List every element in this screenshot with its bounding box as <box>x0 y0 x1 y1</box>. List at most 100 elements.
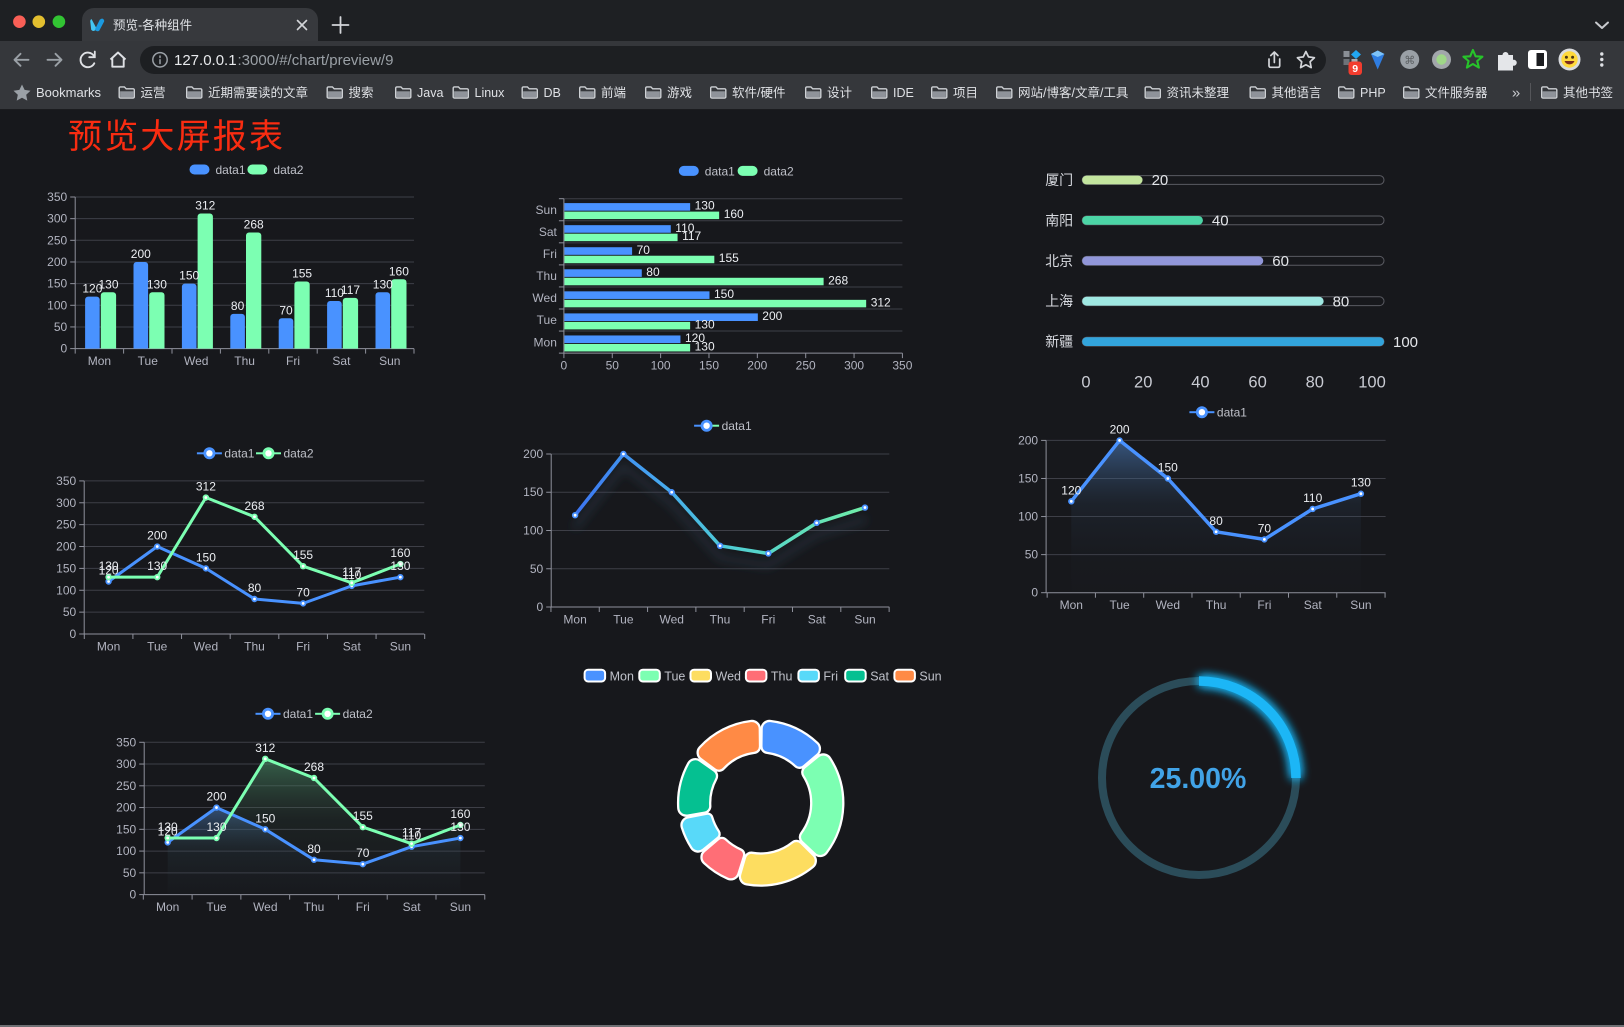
svg-text:前端: 前端 <box>601 85 626 100</box>
svg-text:data1: data1 <box>722 419 752 433</box>
svg-text:0: 0 <box>1031 586 1038 600</box>
svg-text:Fri: Fri <box>296 640 310 654</box>
svg-text:Wed: Wed <box>532 291 556 305</box>
svg-text:Tue: Tue <box>138 354 159 368</box>
svg-text:Mon: Mon <box>97 640 120 654</box>
svg-text:厦门: 厦门 <box>1045 172 1073 188</box>
svg-text:Tue: Tue <box>206 900 227 914</box>
svg-text:130: 130 <box>99 559 119 573</box>
svg-text:268: 268 <box>244 218 264 232</box>
svg-text:120: 120 <box>685 331 705 345</box>
svg-text:IDE: IDE <box>893 86 914 100</box>
svg-text:130: 130 <box>695 317 715 331</box>
svg-text:70: 70 <box>356 846 370 860</box>
svg-text:100: 100 <box>1358 374 1386 392</box>
svg-text:70: 70 <box>1258 521 1272 535</box>
svg-text:50: 50 <box>530 562 544 576</box>
svg-text:50: 50 <box>54 320 68 334</box>
svg-text:Wed: Wed <box>184 354 208 368</box>
svg-text:Sun: Sun <box>450 900 471 914</box>
svg-text:50: 50 <box>606 359 620 373</box>
svg-text:100: 100 <box>116 844 136 858</box>
svg-text:DB: DB <box>544 86 561 100</box>
svg-text:40: 40 <box>1191 374 1209 392</box>
svg-text:data1: data1 <box>224 447 254 461</box>
svg-text:data2: data2 <box>764 164 794 178</box>
svg-text:Sun: Sun <box>379 354 400 368</box>
svg-text:150: 150 <box>196 550 216 564</box>
svg-text:Fri: Fri <box>356 900 370 914</box>
svg-text:data1: data1 <box>1217 405 1247 419</box>
svg-text:上海: 上海 <box>1045 293 1073 309</box>
svg-text:北京: 北京 <box>1045 253 1073 269</box>
svg-text:data2: data2 <box>343 707 373 721</box>
svg-text:Wed: Wed <box>1156 598 1180 612</box>
svg-text:100: 100 <box>47 298 67 312</box>
svg-text:Mon: Mon <box>1060 598 1083 612</box>
svg-text:130: 130 <box>147 559 167 573</box>
svg-text:100: 100 <box>523 524 543 538</box>
svg-text:130: 130 <box>147 277 167 291</box>
svg-text:150: 150 <box>56 561 76 575</box>
svg-text:130: 130 <box>450 820 470 834</box>
svg-text:150: 150 <box>1158 461 1178 475</box>
svg-text:50: 50 <box>63 605 77 619</box>
svg-text:200: 200 <box>56 540 76 554</box>
svg-text:Fri: Fri <box>761 613 775 627</box>
svg-text:300: 300 <box>116 757 136 771</box>
svg-text:Mon: Mon <box>563 613 586 627</box>
svg-text:110: 110 <box>675 221 694 235</box>
svg-text:268: 268 <box>244 499 264 513</box>
svg-text:250: 250 <box>56 518 76 532</box>
svg-text:350: 350 <box>116 735 136 749</box>
svg-text:Tue: Tue <box>1109 598 1130 612</box>
svg-text:200: 200 <box>116 801 136 815</box>
svg-text:Wed: Wed <box>716 670 742 684</box>
svg-text:0: 0 <box>70 627 77 641</box>
svg-text:Sat: Sat <box>539 225 558 239</box>
svg-text:268: 268 <box>828 273 848 287</box>
svg-text:110: 110 <box>1303 491 1322 505</box>
svg-text:130: 130 <box>98 277 118 291</box>
svg-text:70: 70 <box>296 585 310 599</box>
svg-text:Sat: Sat <box>1304 598 1323 612</box>
svg-text:130: 130 <box>695 199 715 213</box>
svg-text:Mon: Mon <box>610 670 634 684</box>
svg-text:运营: 运营 <box>141 86 166 100</box>
svg-text:312: 312 <box>871 295 891 309</box>
svg-text:50: 50 <box>1025 548 1039 562</box>
svg-text:160: 160 <box>389 264 409 278</box>
svg-text:117: 117 <box>682 229 701 243</box>
svg-text:127.0.0.1: 127.0.0.1 <box>174 52 237 69</box>
svg-text:200: 200 <box>131 247 151 261</box>
svg-text:0: 0 <box>1081 374 1090 392</box>
svg-text:Mon: Mon <box>156 900 179 914</box>
svg-text:Thu: Thu <box>244 640 265 654</box>
svg-text:312: 312 <box>255 741 275 755</box>
svg-text:新疆: 新疆 <box>1045 334 1073 350</box>
svg-text:0: 0 <box>130 888 137 902</box>
svg-text:Mon: Mon <box>534 335 557 349</box>
svg-text:设计: 设计 <box>827 85 852 100</box>
svg-text:200: 200 <box>206 790 226 804</box>
svg-text:0: 0 <box>537 600 544 614</box>
svg-text:150: 150 <box>523 485 543 499</box>
svg-text:Sun: Sun <box>919 670 941 684</box>
svg-text:130: 130 <box>1351 476 1371 490</box>
svg-text:120: 120 <box>82 282 102 296</box>
svg-text:data1: data1 <box>216 163 246 177</box>
svg-text:»: » <box>1512 85 1520 102</box>
svg-text:Sat: Sat <box>870 670 889 684</box>
svg-text:Tue: Tue <box>147 640 168 654</box>
svg-text:100: 100 <box>56 583 76 597</box>
svg-text:Sun: Sun <box>854 613 875 627</box>
svg-text:Mon: Mon <box>88 354 111 368</box>
svg-text:80: 80 <box>1333 293 1350 310</box>
svg-text:Sat: Sat <box>343 640 362 654</box>
svg-text:200: 200 <box>147 529 167 543</box>
svg-text:200: 200 <box>762 309 782 323</box>
svg-text:Wed: Wed <box>194 640 218 654</box>
svg-text:Sat: Sat <box>332 354 351 368</box>
svg-text:150: 150 <box>255 811 275 825</box>
svg-text:155: 155 <box>292 267 312 281</box>
